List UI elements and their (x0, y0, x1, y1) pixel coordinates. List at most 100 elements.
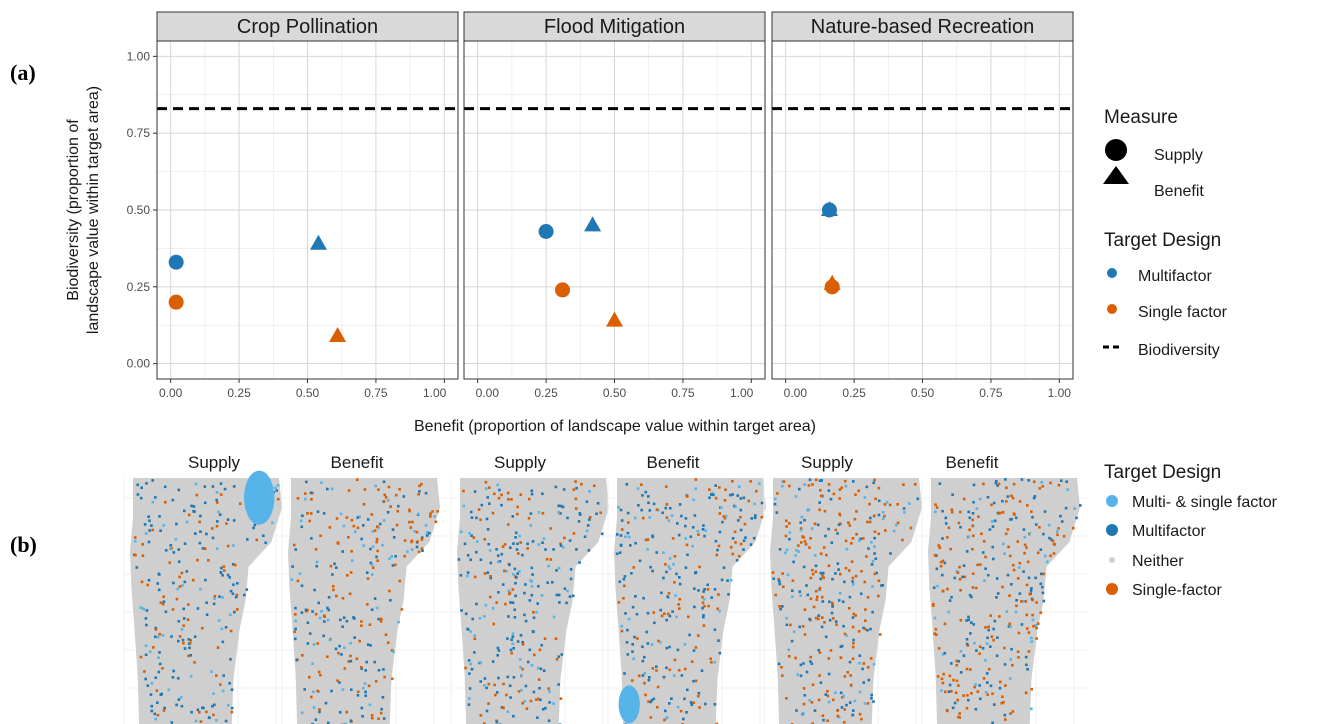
map-pixel (986, 495, 990, 499)
map-pixel (568, 539, 572, 542)
map-pixel (1042, 572, 1046, 576)
map-pixel (136, 493, 140, 496)
map-pixel (488, 549, 492, 552)
map-pixel (848, 595, 852, 599)
map-pixel (389, 599, 392, 602)
map-pixel (365, 660, 368, 664)
map-pixel (846, 671, 850, 674)
map-pixel (571, 594, 575, 598)
map-pixel (1026, 560, 1030, 564)
map-pixel (677, 669, 681, 672)
map-pixel (161, 667, 164, 670)
map-pixel (141, 554, 145, 557)
map-pixel (702, 624, 706, 627)
map-pixel (965, 619, 968, 622)
map-pixel (711, 491, 714, 495)
map-pixel (931, 604, 935, 607)
map-pixel (1027, 650, 1031, 653)
map-pixel (221, 596, 224, 599)
map-pixel (498, 488, 501, 492)
map-pixel (386, 511, 390, 514)
y-tick-label: 0.25 (127, 280, 151, 294)
map-pixel (560, 653, 564, 656)
map-pixel (827, 700, 831, 704)
map-pixel (690, 660, 694, 663)
map-pixel (337, 651, 340, 655)
map-pixel (572, 488, 576, 491)
map-pixel (300, 711, 304, 715)
map-pixel (511, 642, 515, 646)
map-pixel (847, 521, 850, 524)
map-pixel (375, 555, 378, 559)
map-pixel (1022, 600, 1025, 603)
map-pixel (348, 592, 352, 596)
map-pixel (506, 675, 510, 679)
map-panel-title: Supply (494, 453, 546, 472)
map-pixel (819, 489, 822, 492)
map-pixel (331, 573, 334, 576)
map-pixel (369, 561, 373, 565)
map-pixel (824, 635, 828, 639)
map-pixel (389, 505, 392, 508)
map-pixel (180, 571, 184, 575)
map-pixel (686, 495, 689, 498)
map-pixel (827, 483, 831, 486)
map-pixel (718, 609, 721, 613)
map-pixel (225, 522, 228, 525)
map-pixel (298, 572, 302, 575)
map-pixel (229, 613, 232, 617)
map-pixel (982, 677, 986, 680)
map-pixel (831, 698, 835, 702)
map-pixel (228, 682, 231, 685)
map-pixel (844, 566, 848, 570)
map-pixel (545, 557, 549, 561)
map-pixel (619, 544, 623, 547)
map-pixel (623, 575, 627, 578)
map-pixel (500, 503, 503, 507)
map-pixel (408, 520, 411, 524)
map-pixel (702, 590, 705, 593)
map-pixel (1041, 485, 1045, 488)
map-pixel (332, 588, 335, 592)
map-pixel (1002, 701, 1005, 704)
map-pixel (803, 694, 807, 697)
map-pixel (585, 500, 589, 503)
map-pixel (1033, 495, 1037, 498)
map-pixel (156, 713, 160, 717)
map-pixel (310, 695, 313, 699)
map-pixel (245, 588, 249, 591)
map-pixel (943, 561, 947, 565)
map-pixel (539, 667, 543, 671)
map-pixel (188, 641, 192, 645)
map-pixel (869, 627, 872, 631)
map-pixel (820, 479, 823, 482)
map-pixel (464, 612, 468, 616)
map-pixel (718, 651, 722, 655)
facet-strip (463, 11, 766, 42)
map-pixel (987, 628, 990, 632)
map-pixel (349, 719, 353, 722)
map-pixel (967, 698, 970, 702)
map-pixel (1039, 611, 1043, 614)
map-pixel (162, 524, 165, 527)
x-tick-label: 0.00 (784, 386, 808, 400)
map-pixel (578, 512, 582, 515)
legend-measure-title: Measure (1104, 107, 1178, 128)
map-pixel (221, 574, 224, 577)
map-pixel (203, 547, 207, 550)
map-pixel (855, 510, 858, 513)
map-pixel (677, 603, 680, 606)
map-pixel (516, 542, 519, 546)
map-pixel (798, 625, 801, 629)
map-pixel (714, 496, 718, 500)
map-pixel (523, 700, 527, 703)
map-pixel (171, 498, 175, 502)
map-pixel (537, 584, 540, 588)
map-panel-title: Benefit (647, 453, 700, 472)
map-pixel (799, 594, 802, 597)
map-pixel (785, 519, 788, 523)
map-pixel (177, 560, 181, 563)
map-pixel (493, 492, 496, 496)
map-pixel (176, 587, 180, 591)
map-pixel (618, 580, 622, 584)
